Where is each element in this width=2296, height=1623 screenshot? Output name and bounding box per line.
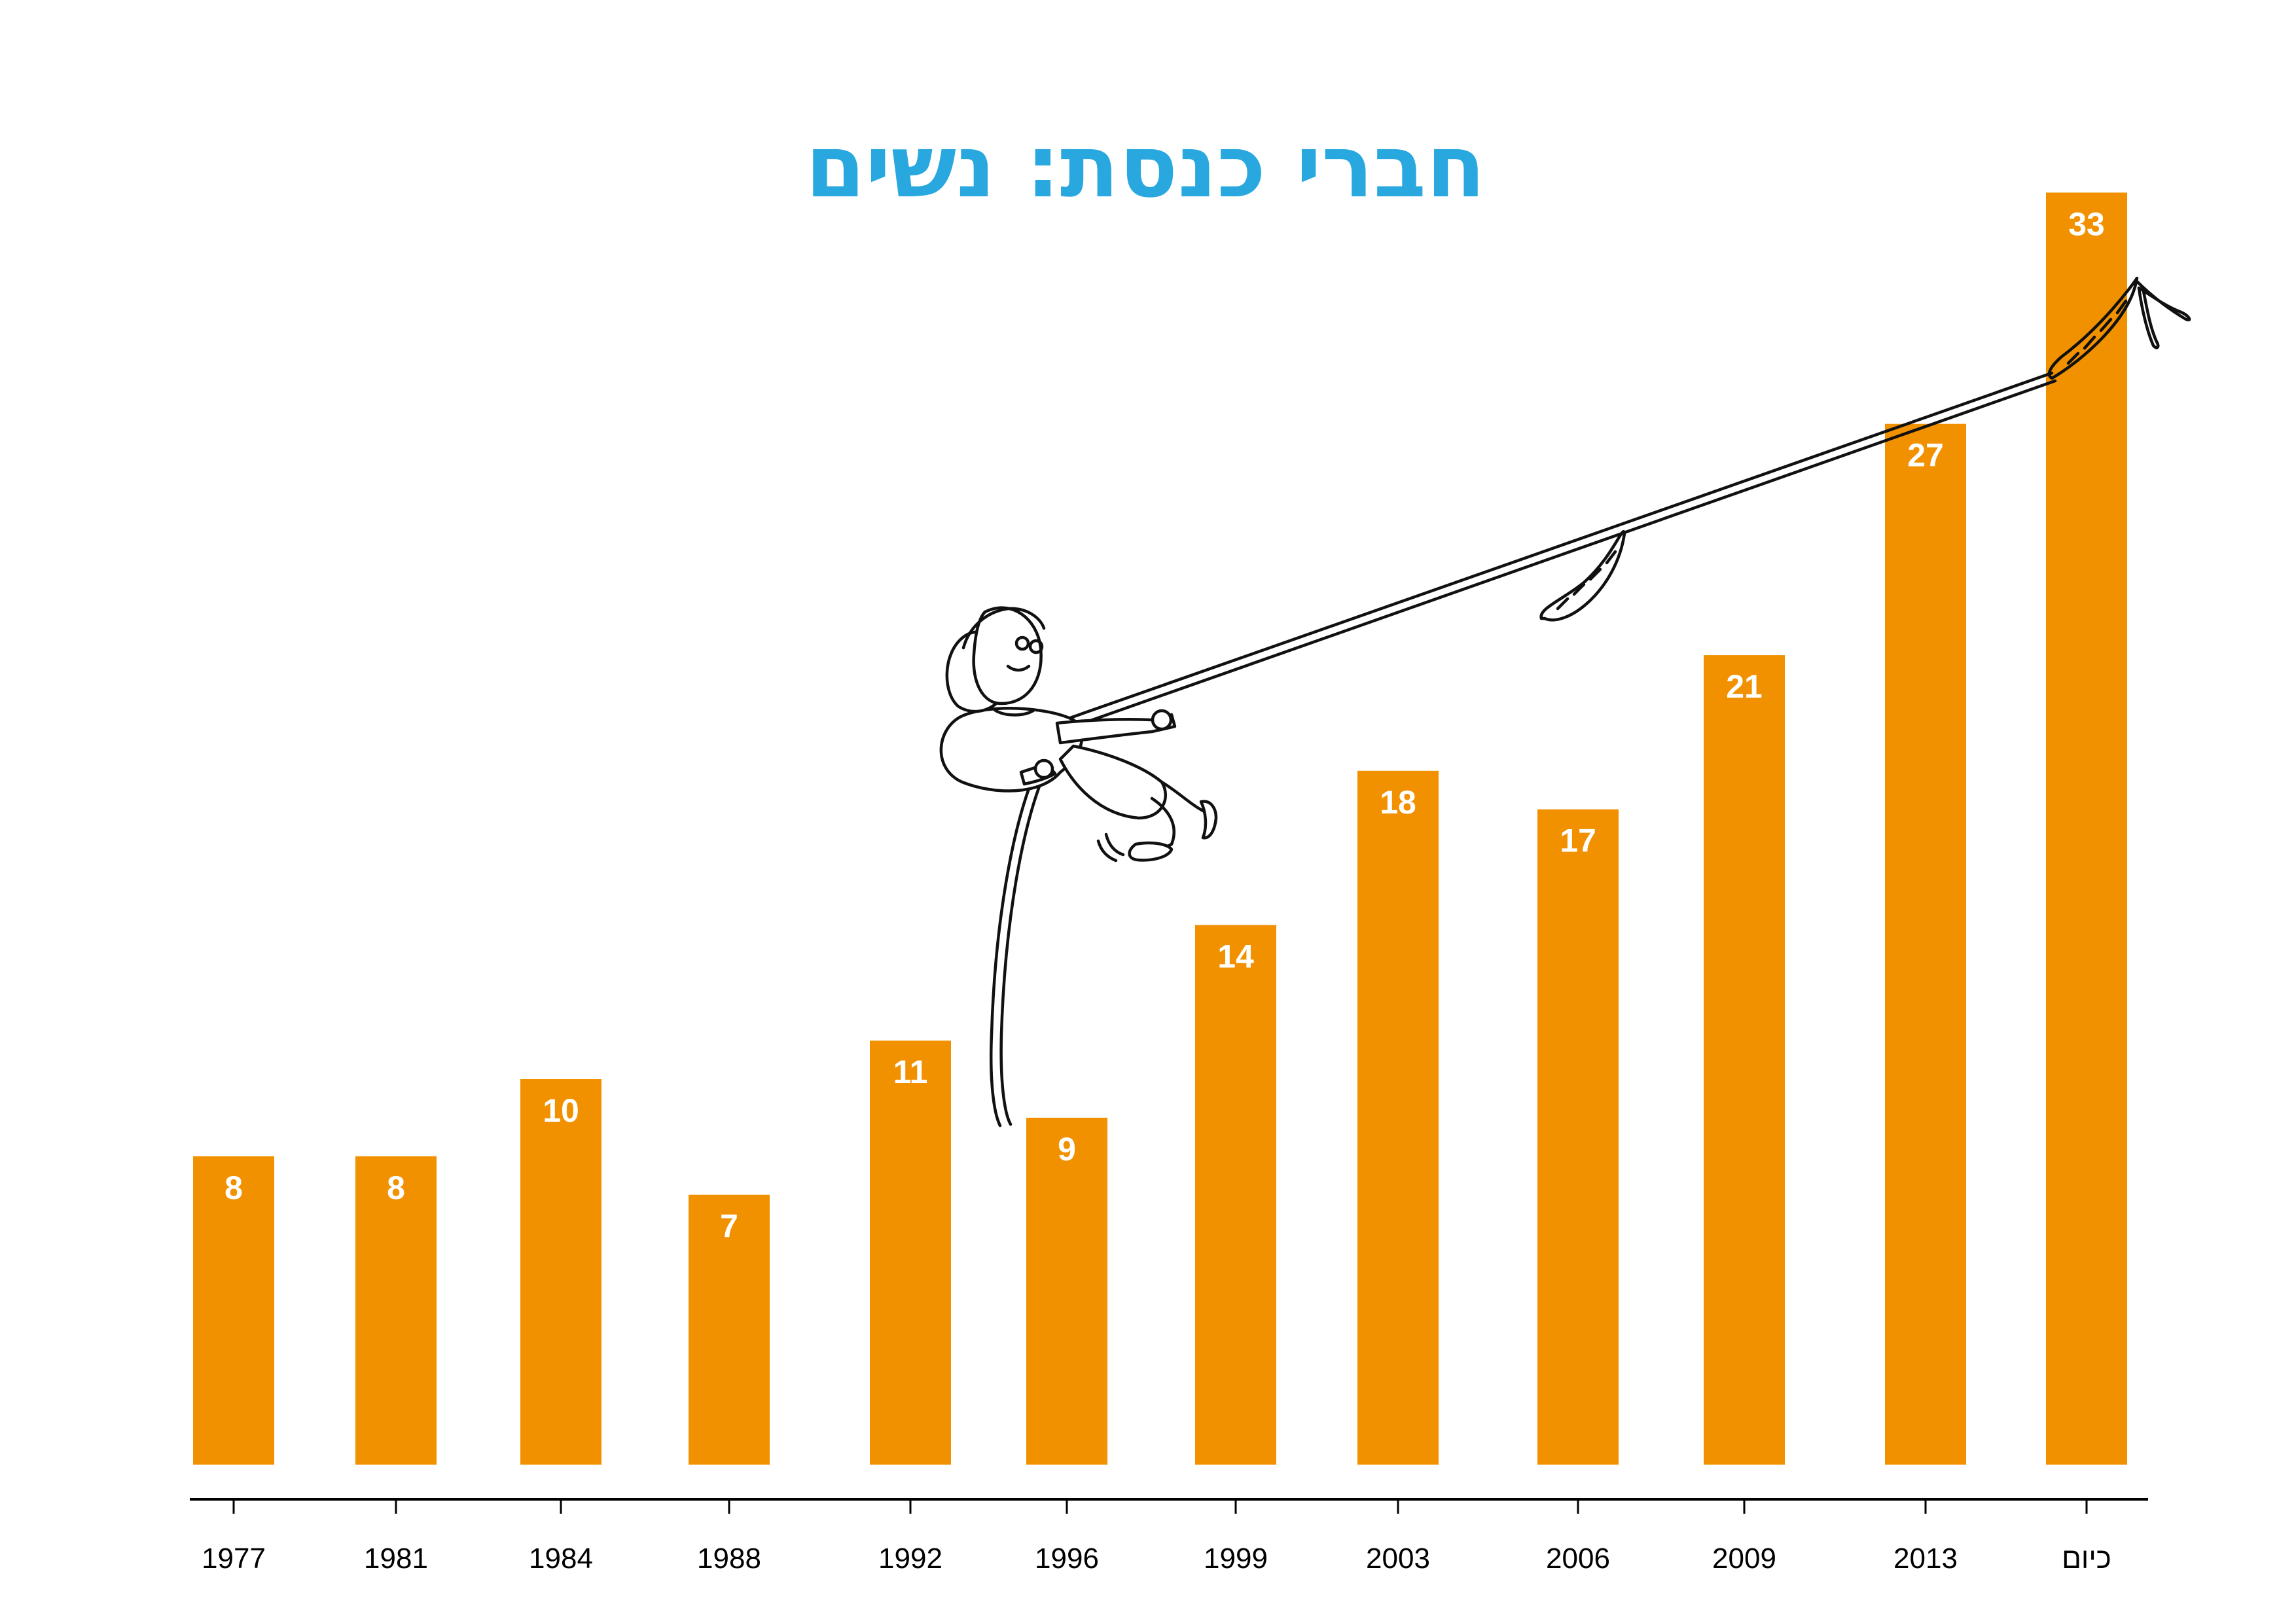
x-tick-labels-group: 1977 1981 1984 1988 1992 1996 1999 2003 2006 2009… [202, 1543, 2111, 1575]
x-tick-label: 1992 [878, 1543, 942, 1575]
x-tick-label: 1996 [1035, 1543, 1099, 1575]
value-label-2009: 21 [1726, 668, 1763, 705]
x-tick-label: 1988 [697, 1543, 761, 1575]
x-tick-label: 2006 [1546, 1543, 1610, 1575]
x-ticks-group [232, 1499, 2088, 1514]
value-label-כיום: 33 [2068, 205, 2105, 242]
value-label-1988: 7 [720, 1208, 738, 1245]
value-label-1999: 14 [1217, 938, 1254, 974]
woman-climbing-rope-icon [939, 276, 2191, 1128]
bar-2009 [1704, 655, 1785, 1465]
value-label-1992: 11 [893, 1054, 928, 1090]
x-tick-label: 2013 [1893, 1543, 1958, 1575]
x-tick-label: 1984 [529, 1543, 593, 1575]
bar-כיום [2046, 192, 2127, 1465]
chart-title: חברי כנסת: נשים [805, 116, 1485, 217]
value-label-1981: 8 [387, 1169, 405, 1206]
bar-1984 [520, 1079, 601, 1465]
value-label-2013: 27 [1907, 437, 1944, 474]
bar-1999 [1195, 925, 1276, 1465]
value-label-2006: 17 [1560, 823, 1596, 859]
x-tick-label: כיום [2062, 1543, 2111, 1575]
value-label-1996: 9 [1058, 1131, 1076, 1168]
x-tick-label: 1977 [202, 1543, 266, 1575]
bar-2003 [1357, 770, 1439, 1465]
x-tick-label: 1999 [1204, 1543, 1268, 1575]
value-label-2003: 18 [1380, 784, 1416, 821]
x-tick-label: 2003 [1366, 1543, 1430, 1575]
bar-2006 [1537, 809, 1619, 1465]
bar-1996 [1026, 1117, 1107, 1465]
bars-group [193, 192, 2127, 1465]
x-tick-label: 2009 [1712, 1543, 1776, 1575]
x-tick-label: 1981 [364, 1543, 428, 1575]
bar-1988 [689, 1194, 770, 1465]
bar-1977 [193, 1156, 274, 1465]
value-label-1977: 8 [224, 1169, 243, 1206]
bar-1992 [870, 1041, 951, 1465]
bar-2013 [1885, 423, 1966, 1465]
value-label-1984: 10 [543, 1092, 579, 1129]
bar-1981 [355, 1156, 437, 1465]
value-labels-group: 8 8 10 7 11 9 14 18 17 21 27 33 [224, 205, 2105, 1244]
